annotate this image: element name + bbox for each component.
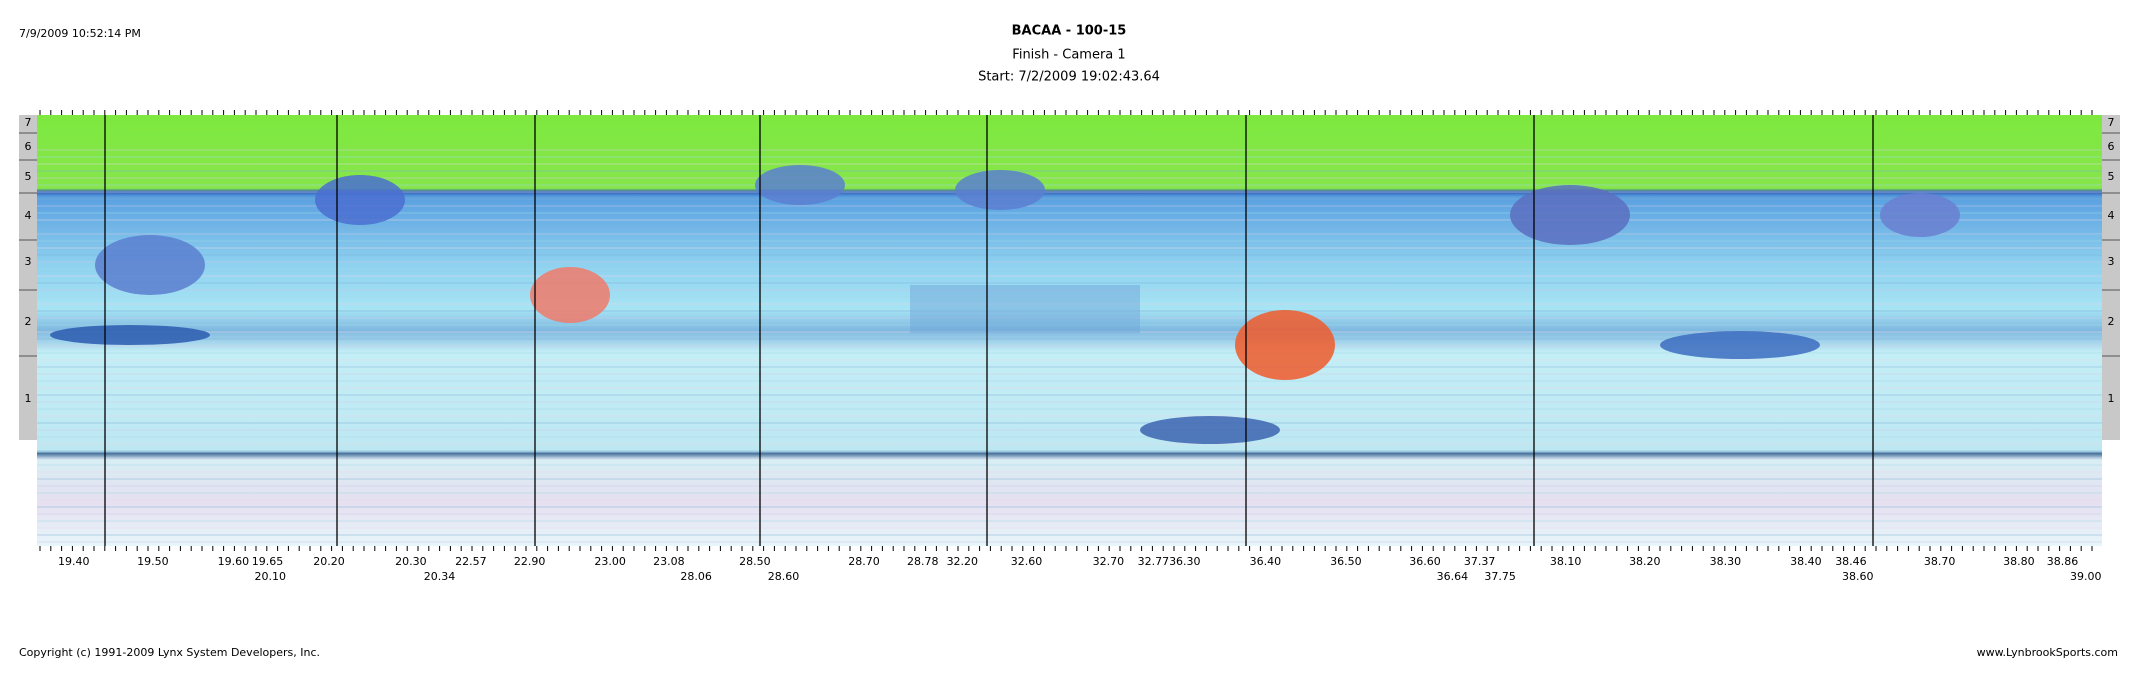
time-label: 32.20 <box>947 555 979 568</box>
time-label: 20.34 <box>424 570 456 583</box>
time-label: 38.30 <box>1710 555 1742 568</box>
time-label: 37.37 <box>1464 555 1496 568</box>
lane-labels: 7 7 6 6 5 5 4 4 3 3 2 2 1 1 <box>19 116 2120 405</box>
lane-label: 5 <box>2108 170 2115 183</box>
time-label: 38.80 <box>2003 555 2035 568</box>
lane-strip-right <box>2102 115 2120 440</box>
time-label: 38.20 <box>1629 555 1661 568</box>
edge-ticks <box>39 110 2093 551</box>
time-label: 36.60 <box>1409 555 1441 568</box>
time-label: 28.50 <box>739 555 771 568</box>
time-label: 38.10 <box>1550 555 1582 568</box>
time-labels: 19.40 19.50 19.60 19.65 20.20 20.30 22.57 22.90… <box>58 555 2102 583</box>
time-label: 20.10 <box>255 570 287 583</box>
copyright: Copyright (c) 1991-2009 Lynx System Deve… <box>19 646 320 659</box>
time-label: 19.60 <box>218 555 250 568</box>
lane-label: 2 <box>25 315 32 328</box>
time-label: 36.50 <box>1330 555 1362 568</box>
time-label: 38.40 <box>1790 555 1822 568</box>
lane-label: 3 <box>25 255 32 268</box>
time-label: 32.77 <box>1138 555 1170 568</box>
lane-label: 6 <box>2108 140 2115 153</box>
time-label: 28.06 <box>680 570 712 583</box>
time-label: 28.70 <box>848 555 880 568</box>
subtitle: Finish - Camera 1 <box>1012 48 1125 63</box>
lane-label: 1 <box>2108 392 2115 405</box>
lane-label: 5 <box>25 170 32 183</box>
lane-label: 3 <box>2108 255 2115 268</box>
time-label: 37.75 <box>1484 570 1516 583</box>
time-label: 23.00 <box>594 555 626 568</box>
time-label: 19.40 <box>58 555 90 568</box>
time-label: 38.60 <box>1842 570 1874 583</box>
time-label: 20.20 <box>313 555 345 568</box>
lane-label: 1 <box>25 392 32 405</box>
time-label: 38.46 <box>1835 555 1867 568</box>
start-time: Start: 7/2/2009 19:02:43.64 <box>978 70 1160 85</box>
lane-strip-left <box>19 115 37 440</box>
time-label: 32.60 <box>1011 555 1043 568</box>
lane-label: 7 <box>25 116 32 129</box>
lane-label: 4 <box>25 209 32 222</box>
title: BACAA - 100-15 <box>1012 24 1127 39</box>
time-lines <box>104 115 1874 546</box>
time-label: 36.64 <box>1437 570 1469 583</box>
time-label: 20.30 <box>395 555 427 568</box>
time-label: 22.57 <box>455 555 487 568</box>
time-label: 36.40 <box>1250 555 1282 568</box>
time-label: 38.86 <box>2047 555 2079 568</box>
lane-label: 7 <box>2108 116 2115 129</box>
lane-label: 4 <box>2108 209 2115 222</box>
athletes <box>50 165 1960 444</box>
timestamp: 7/9/2009 10:52:14 PM <box>19 27 141 40</box>
time-label: 23.08 <box>653 555 685 568</box>
time-label: 39.00 <box>2070 570 2102 583</box>
time-label: 36.30 <box>1169 555 1201 568</box>
time-label: 28.60 <box>768 570 800 583</box>
site: www.LynbrookSports.com <box>1977 646 2118 659</box>
lane-label: 2 <box>2108 315 2115 328</box>
lane-label: 6 <box>25 140 32 153</box>
time-label: 38.70 <box>1924 555 1956 568</box>
time-label: 28.78 <box>907 555 939 568</box>
time-label: 22.90 <box>514 555 546 568</box>
time-label: 32.70 <box>1093 555 1125 568</box>
time-label: 19.50 <box>137 555 169 568</box>
time-label: 19.65 <box>252 555 284 568</box>
